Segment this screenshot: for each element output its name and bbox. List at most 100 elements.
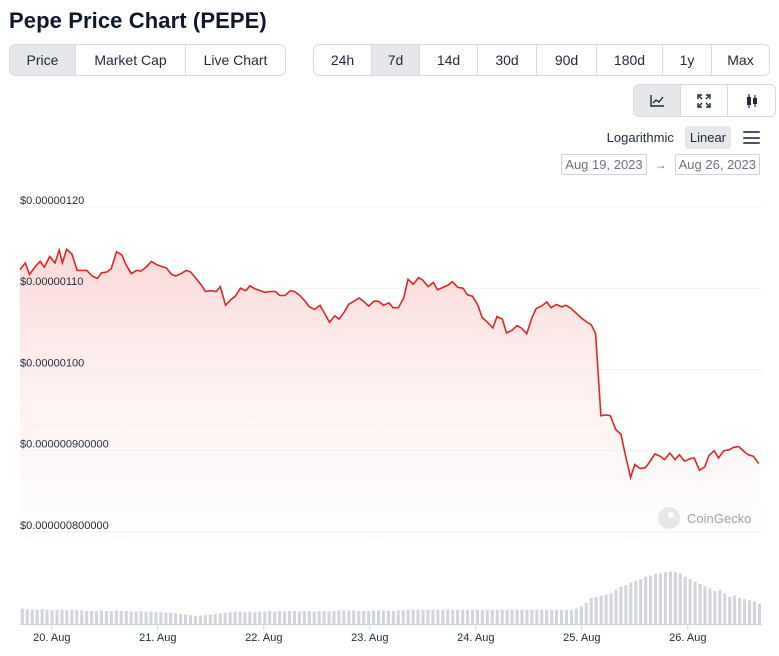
volume-bar	[263, 611, 267, 624]
volume-bar	[50, 610, 54, 624]
coingecko-logo-icon	[658, 507, 680, 529]
volume-bar	[485, 609, 489, 624]
volume-bar	[535, 609, 539, 624]
volume-bar	[243, 612, 247, 624]
price-line	[19, 247, 760, 481]
tab-live-chart[interactable]: Live Chart	[203, 52, 268, 68]
volume-bar	[426, 609, 430, 624]
volume-bar	[490, 609, 494, 624]
range-30d[interactable]: 30d	[478, 45, 537, 75]
y-tick-label: $0.00000100	[20, 357, 84, 369]
tab-market-cap[interactable]: Market Cap	[76, 45, 186, 75]
date-to-input[interactable]: Aug 26, 2023	[674, 154, 760, 175]
scale-logarithmic[interactable]: Logarithmic	[606, 130, 674, 145]
volume-bar	[109, 611, 113, 624]
volume-bar	[372, 610, 376, 624]
volume-bar	[752, 601, 756, 624]
volume-bar	[748, 600, 752, 624]
volume-bar	[594, 596, 598, 624]
volume-bar	[124, 611, 128, 624]
volume-bar	[688, 579, 692, 624]
volume-bar	[70, 609, 74, 624]
volume-bar	[85, 611, 89, 624]
tab-price[interactable]: Price	[10, 45, 76, 75]
volume-bar	[421, 609, 425, 624]
volume-bar	[159, 612, 163, 624]
volume-bar	[525, 609, 529, 624]
date-from-input[interactable]: Aug 19, 2023	[561, 154, 647, 175]
volume-bar	[515, 609, 519, 624]
volume-bar	[649, 575, 653, 624]
volume-bar	[193, 615, 197, 624]
line-chart-button[interactable]	[634, 85, 681, 116]
volume-bar	[377, 610, 381, 624]
volume-bar	[639, 579, 643, 624]
y-tick-label: $0.00000110	[20, 276, 83, 288]
volume-bar	[114, 610, 118, 624]
volume-bar	[545, 609, 549, 624]
volume-bar	[198, 615, 202, 624]
volume-bar	[698, 583, 702, 624]
volume-bar	[253, 612, 257, 624]
volume-bar	[184, 614, 188, 624]
range-180d[interactable]: 180d	[597, 45, 663, 75]
expand-button[interactable]	[681, 85, 728, 116]
scale-linear[interactable]: Linear	[684, 126, 731, 149]
volume-bar	[436, 609, 440, 624]
volume-bar	[99, 610, 103, 624]
volume-bar	[139, 611, 143, 624]
menu-icon[interactable]	[743, 131, 760, 144]
volume-bar	[466, 609, 470, 624]
y-tick-label: $0.000000900000	[20, 439, 109, 451]
volume-bar	[446, 609, 450, 625]
volume-bar	[312, 611, 316, 624]
volume-bar	[728, 596, 732, 624]
volume-bar	[584, 602, 588, 624]
volume-bar	[367, 611, 371, 624]
volume-bar	[451, 609, 455, 624]
volume-bar	[624, 585, 628, 624]
range-1y[interactable]: 1y	[663, 45, 712, 75]
candlestick-button[interactable]	[728, 85, 775, 116]
volume-bar	[80, 610, 84, 624]
x-tick-label: 20. Aug	[33, 632, 70, 644]
chart-type-group	[633, 84, 776, 117]
range-max[interactable]: Max	[727, 52, 754, 68]
page-title: Pepe Price Chart (PEPE)	[9, 8, 267, 33]
volume-bar	[743, 599, 747, 624]
volume-bar	[169, 612, 173, 624]
volume-bar	[302, 611, 306, 624]
range-90d[interactable]: 90d	[537, 45, 597, 75]
volume-bar	[75, 609, 79, 624]
volume-bar	[550, 609, 554, 624]
volume-bar	[273, 611, 277, 624]
volume-bar	[287, 611, 291, 624]
volume-bar	[327, 611, 331, 624]
volume-bar	[283, 611, 287, 624]
volume-bar	[119, 611, 123, 624]
volume-bar	[604, 594, 608, 624]
volume-bar	[25, 609, 29, 625]
volume-bar	[362, 611, 366, 624]
volume-bar	[391, 611, 395, 624]
volume-bar	[609, 593, 613, 624]
range-14d[interactable]: 14d	[420, 45, 478, 75]
volume-bar	[668, 571, 672, 624]
volume-bar	[203, 615, 207, 624]
expand-icon	[697, 93, 711, 108]
price-area	[20, 249, 759, 540]
volume-bar	[564, 609, 568, 624]
range-24h[interactable]: 24h	[314, 45, 372, 75]
volume-bar	[218, 613, 222, 624]
volume-bar	[713, 591, 717, 624]
volume-bar	[510, 609, 514, 624]
volume-bar	[386, 611, 390, 624]
range-7d[interactable]: 7d	[372, 45, 420, 75]
volume-bar	[619, 586, 623, 624]
volume-bar	[738, 598, 742, 624]
date-range: Aug 19, 2023 → Aug 26, 2023	[561, 154, 760, 175]
x-tick-label: 22. Aug	[245, 632, 282, 644]
x-tick-label: 23. Aug	[351, 632, 388, 644]
volume-bar	[658, 573, 662, 624]
